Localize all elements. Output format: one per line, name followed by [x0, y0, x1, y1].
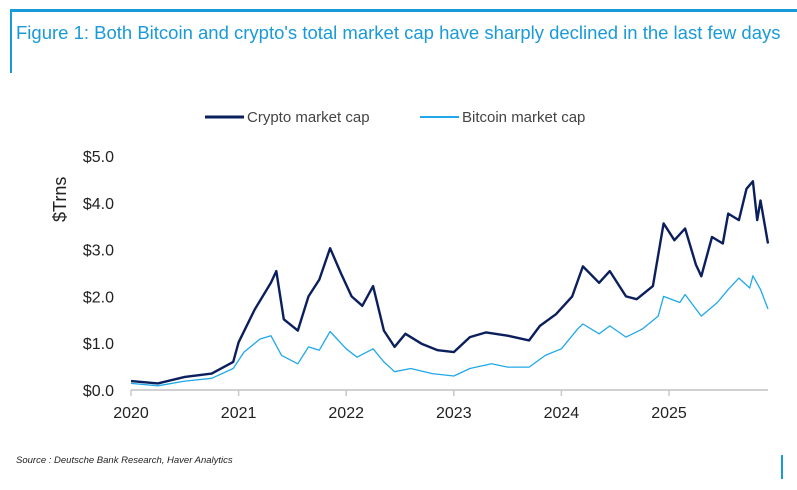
source-note: Source : Deutsche Bank Research, Haver A…: [16, 455, 233, 466]
legend-label-crypto: Crypto market cap: [247, 109, 370, 126]
title-left-rule: [10, 9, 12, 73]
legend-label-bitcoin: Bitcoin market cap: [462, 109, 585, 126]
y-tick-label: $3.0: [83, 243, 114, 260]
x-tick-label: 2023: [436, 405, 472, 422]
y-tick-label: $0.0: [83, 383, 114, 400]
footer-right-rule: [781, 455, 783, 479]
y-tick-label: $2.0: [83, 289, 114, 306]
figure-title: Figure 1: Both Bitcoin and crypto's tota…: [16, 22, 781, 43]
series-line-crypto: [130, 180, 770, 385]
x-tick-label: 2025: [651, 405, 687, 422]
y-tick-label: $1.0: [83, 336, 114, 353]
x-tick-label: 2024: [544, 405, 580, 422]
x-tick-label: 2020: [113, 405, 149, 422]
series-line-bitcoin: [130, 275, 769, 387]
y-axis-label: $Trns: [50, 177, 70, 222]
y-tick-label: $5.0: [83, 149, 114, 166]
y-tick-label: $4.0: [83, 196, 114, 213]
title-top-rule: [10, 9, 797, 12]
legend: Crypto market cap Bitcoin market cap: [205, 109, 585, 126]
x-tick-label: 2022: [328, 405, 364, 422]
x-tick-label: 2021: [221, 405, 257, 422]
